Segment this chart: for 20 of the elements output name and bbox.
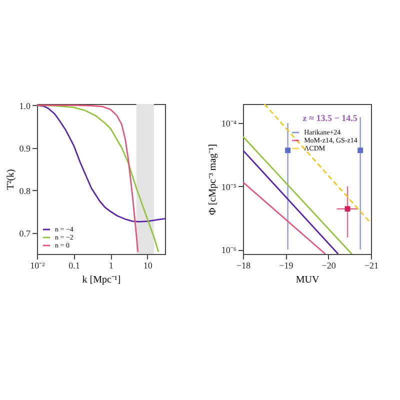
y-tick-label: 10⁻⁴ (221, 118, 236, 129)
y-axis-title: T²(k) (5, 169, 16, 190)
y-tick-label: 0.8 (19, 186, 31, 196)
x-tick-label: −21 (364, 260, 379, 270)
y-tick-label: 0.7 (19, 228, 31, 238)
x-tick-label: 1 (108, 260, 114, 270)
x-tick-label: −18 (236, 260, 252, 270)
x-tick-label: 0.1 (68, 260, 80, 270)
x-tick-label: −19 (279, 260, 294, 270)
y-tick-label: 10⁻⁵ (221, 182, 236, 192)
y-tick-label: 10⁻⁶ (221, 245, 236, 256)
x-axis-title: k [Mpc⁻¹] (82, 274, 121, 286)
y-axis-title: Φ [cMpc⁻³ mag⁻¹] (207, 144, 218, 215)
y-tick-label: 1.0 (19, 100, 31, 111)
x-tick-label: −20 (322, 260, 336, 270)
annotation: z ≈ 13.5 − 14.5 (302, 113, 358, 123)
x-tick-label: 10 (143, 260, 153, 270)
x-tick-label: 10⁻² (30, 260, 46, 270)
x-axis-title: MUV (296, 274, 320, 286)
y-tick-label: 0.9 (19, 143, 31, 154)
